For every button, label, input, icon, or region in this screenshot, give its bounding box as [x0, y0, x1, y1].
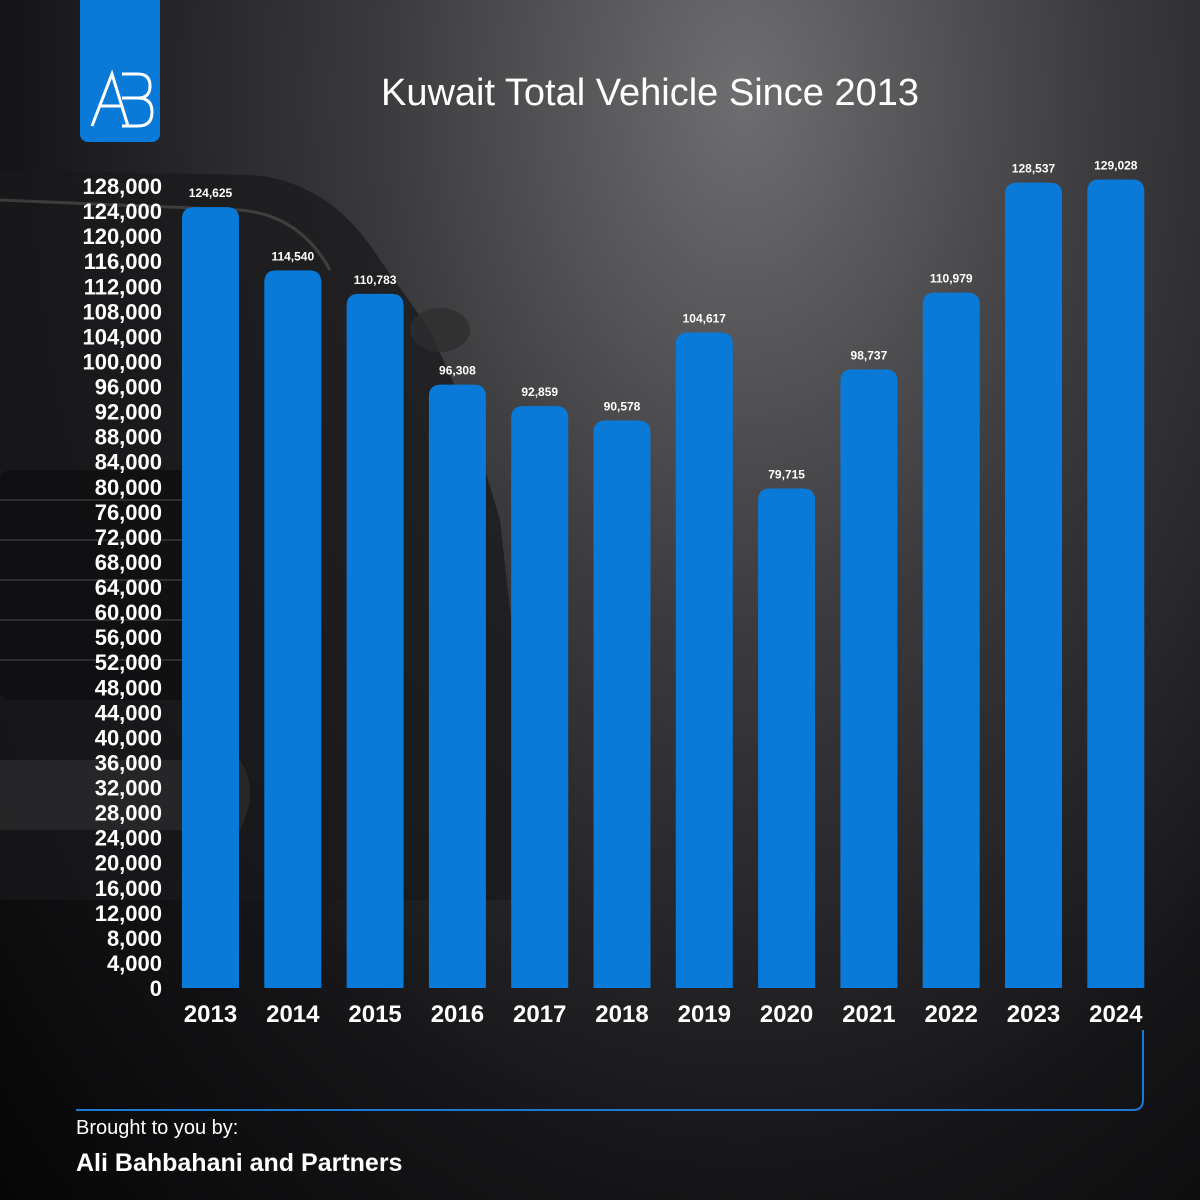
x-tick-label: 2018 [595, 1001, 648, 1028]
x-tick-label: 2013 [184, 1001, 237, 1028]
bar-2018 [593, 420, 651, 988]
y-tick-label: 48,000 [95, 675, 162, 700]
bar-2021 [840, 369, 898, 989]
y-tick-label: 104,000 [82, 324, 162, 349]
x-tick-label: 2015 [348, 1001, 401, 1028]
footer-accent-line [76, 1030, 1144, 1111]
data-label: 92,859 [521, 385, 558, 399]
bar-2017 [511, 406, 569, 989]
y-tick-label: 0 [150, 976, 162, 1001]
y-tick-label: 32,000 [95, 776, 162, 801]
y-tick-label: 124,000 [82, 199, 162, 224]
y-tick-label: 4,000 [107, 951, 162, 976]
x-tick-label: 2021 [842, 1001, 895, 1028]
y-tick-label: 128,000 [82, 174, 162, 199]
data-label: 96,308 [439, 364, 476, 378]
x-tick-label: 2016 [431, 1001, 484, 1028]
y-tick-label: 84,000 [95, 450, 162, 475]
data-label: 98,737 [851, 348, 888, 362]
bar-2020 [758, 488, 816, 988]
bar-2013 [182, 207, 239, 988]
x-tick-label: 2020 [760, 1001, 813, 1028]
bar-2022 [922, 292, 980, 988]
y-tick-label: 24,000 [95, 826, 162, 851]
data-label: 124,625 [189, 186, 233, 200]
y-tick-label: 8,000 [107, 926, 162, 951]
data-label: 79,715 [768, 468, 805, 482]
ab-logo [80, 0, 160, 142]
data-label: 110,783 [354, 273, 397, 287]
y-tick-label: 40,000 [95, 725, 162, 750]
data-label: 110,979 [930, 272, 973, 286]
ab-monogram-icon [90, 69, 154, 128]
y-tick-label: 16,000 [95, 876, 162, 901]
bar-2014 [264, 270, 322, 988]
y-tick-label: 52,000 [95, 650, 162, 675]
x-tick-label: 2022 [925, 1001, 978, 1028]
x-tick-label: 2024 [1089, 1001, 1143, 1028]
bar-chart: 04,0008,00012,00016,00020,00024,00028,00… [82, 159, 1145, 1028]
chart-title: Kuwait Total Vehicle Since 2013 [381, 72, 919, 114]
bar-2023 [1005, 182, 1062, 988]
credit-company: Ali Bahbahani and Partners [76, 1149, 403, 1177]
y-tick-label: 96,000 [95, 375, 162, 400]
x-tick-label: 2014 [266, 1001, 320, 1028]
y-tick-label: 100,000 [82, 349, 162, 374]
y-tick-label: 60,000 [95, 600, 162, 625]
y-tick-label: 116,000 [84, 249, 162, 274]
data-label: 128,537 [1012, 162, 1056, 176]
y-tick-label: 56,000 [95, 625, 162, 650]
bar-2016 [428, 384, 486, 988]
y-tick-label: 36,000 [95, 750, 162, 775]
x-tick-label: 2023 [1007, 1001, 1060, 1028]
y-tick-label: 108,000 [82, 299, 162, 324]
y-tick-label: 72,000 [95, 525, 162, 550]
data-label: 90,578 [604, 399, 641, 413]
y-tick-label: 20,000 [95, 851, 162, 876]
y-tick-label: 44,000 [95, 700, 162, 725]
y-tick-label: 120,000 [82, 224, 162, 249]
bar-2015 [346, 293, 404, 988]
y-tick-label: 76,000 [95, 500, 162, 525]
bar-2019 [675, 332, 733, 988]
x-tick-label: 2019 [678, 1001, 731, 1028]
credit-label: Brought to you by: [76, 1117, 239, 1139]
y-tick-label: 12,000 [95, 901, 162, 926]
y-tick-label: 28,000 [95, 801, 162, 826]
bar-2024 [1087, 179, 1145, 988]
data-label: 129,028 [1094, 159, 1138, 173]
y-tick-label: 88,000 [95, 425, 162, 450]
x-tick-label: 2017 [513, 1001, 566, 1028]
y-tick-label: 80,000 [95, 475, 162, 500]
y-tick-label: 112,000 [84, 274, 162, 299]
data-label: 114,540 [271, 249, 314, 263]
y-tick-label: 92,000 [95, 400, 162, 425]
data-label: 104,617 [683, 312, 727, 326]
y-tick-label: 68,000 [95, 550, 162, 575]
y-tick-label: 64,000 [95, 575, 162, 600]
